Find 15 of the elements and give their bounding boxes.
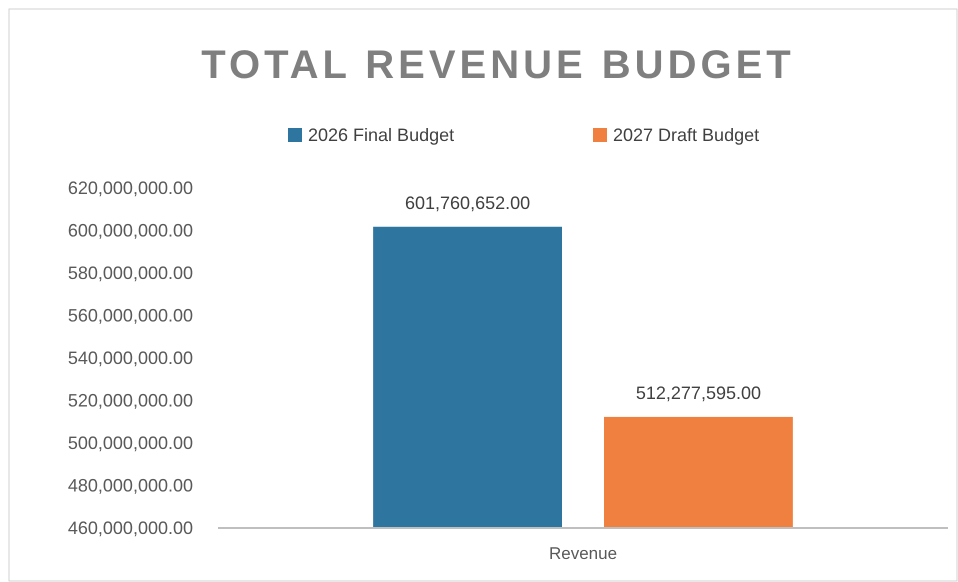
text: 512,277,595.00	[636, 382, 761, 403]
y-tick-label: 480,000,000.00	[68, 476, 193, 496]
legend-label: 2027 Draft Budget	[613, 125, 760, 145]
legend-label: 2026 Final Budget	[308, 125, 454, 145]
text: 601,760,652.00	[405, 192, 530, 213]
y-tick-label: 540,000,000.00	[68, 348, 193, 368]
y-tick-label: 600,000,000.00	[68, 220, 193, 240]
y-tick-label: 500,000,000.00	[68, 433, 193, 453]
y-tick-label: 620,000,000.00	[68, 178, 193, 198]
x-tick-label: Revenue	[548, 544, 618, 563]
y-tick-label: 460,000,000.00	[68, 518, 193, 538]
y-tick-label: 580,000,000.00	[68, 263, 193, 283]
y-tick-label: 520,000,000.00	[68, 390, 193, 410]
chart-title: TOTAL REVENUE BUDGET	[201, 43, 795, 87]
y-tick-label: 560,000,000.00	[68, 306, 193, 326]
